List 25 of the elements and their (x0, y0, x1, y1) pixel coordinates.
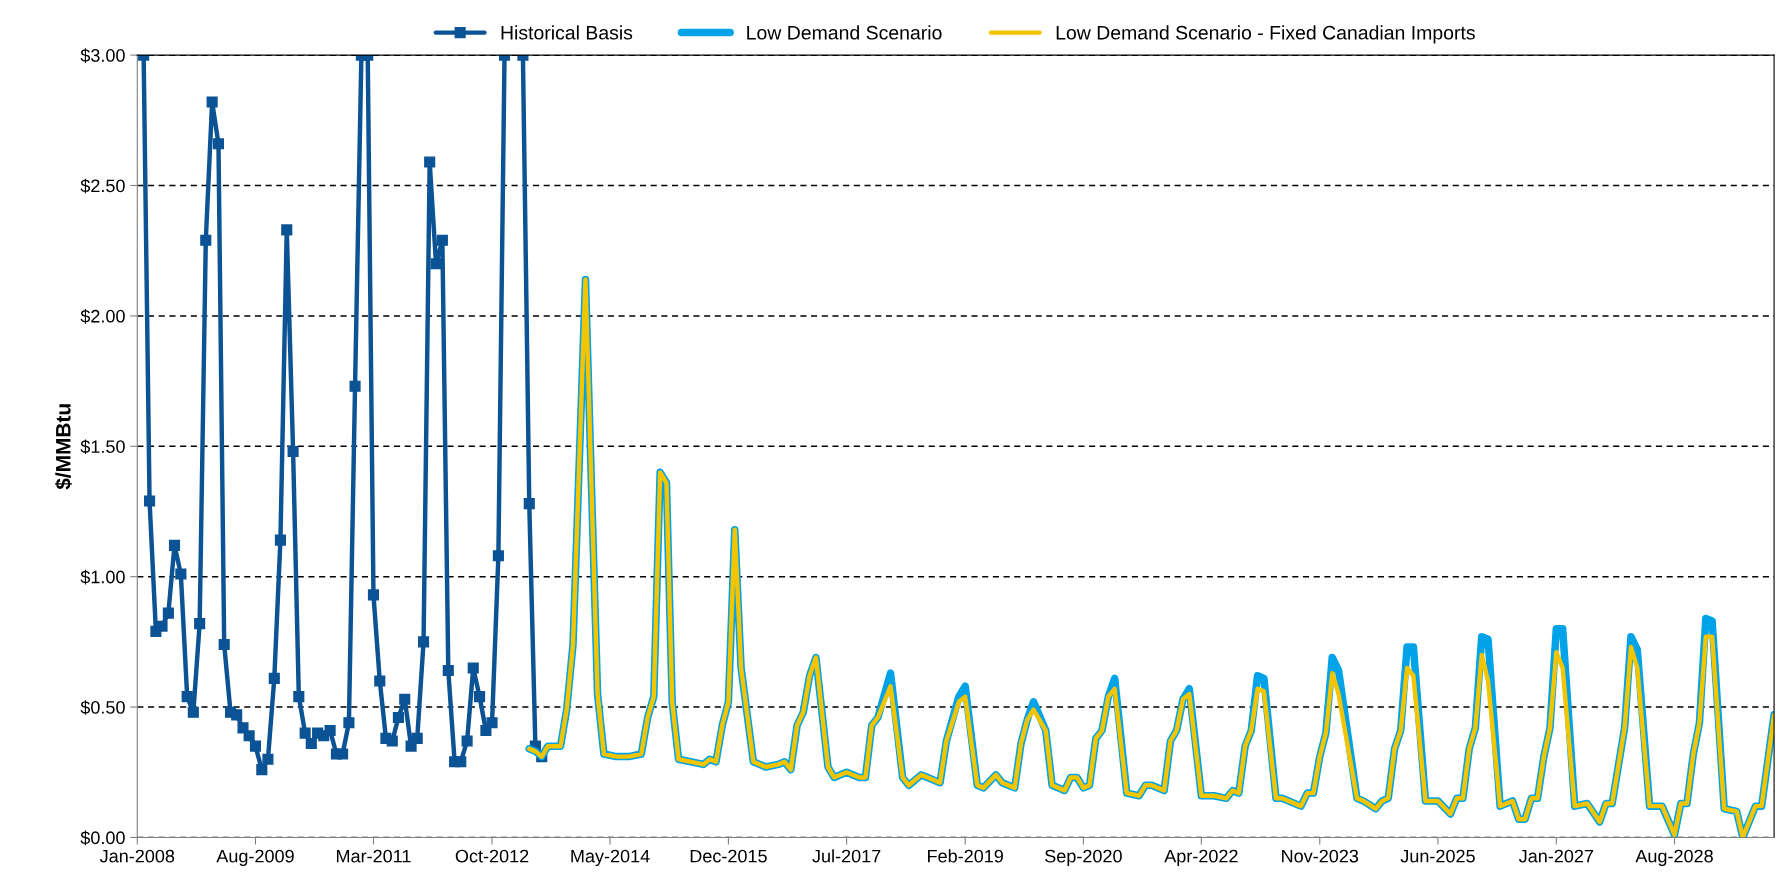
x-tick-label: Apr-2022 (1164, 849, 1238, 867)
x-tick-label: Mar-2011 (336, 849, 411, 863)
x-tick-label: Jul-2017 (812, 849, 881, 863)
y-tick-label: $1.50 (80, 439, 125, 455)
x-tick-label: Feb-2019 (928, 849, 1003, 863)
y-tick-label: $0.50 (80, 700, 125, 715)
x-tick-label: Aug-2028 (1635, 849, 1713, 867)
x-tick-label: Dec-2015 (690, 849, 767, 863)
x-tick-label: Jan-2027 (1518, 849, 1594, 863)
x-tick-label: Jan-2008 (99, 849, 175, 863)
legend-label: Low Demand Scenario (747, 25, 942, 40)
y-tick-label: $3.00 (80, 48, 125, 63)
x-tick-label: May-2014 (571, 849, 650, 867)
x-tick-label: Oct-2012 (455, 849, 529, 863)
y-tick-label: $0.00 (80, 830, 125, 846)
y-axis-title: $/MMBtu (54, 404, 72, 490)
y-tick-label: $1.00 (80, 569, 125, 585)
x-tick-label: Sep-2020 (1045, 849, 1122, 867)
legend-label: Low Demand Scenario - Fixed Canadian Imports (1056, 25, 1475, 44)
x-tick-label: Aug-2009 (216, 849, 294, 867)
legend-label: Historical Basis (501, 25, 633, 40)
x-tick-label: Nov-2023 (1282, 849, 1359, 863)
y-tick-label: $2.50 (80, 178, 125, 194)
y-tick-label: $2.00 (80, 309, 125, 324)
x-tick-label: Jun-2025 (1400, 849, 1475, 863)
